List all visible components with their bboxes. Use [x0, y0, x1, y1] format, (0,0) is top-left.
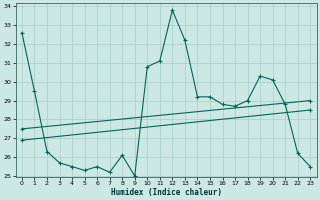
X-axis label: Humidex (Indice chaleur): Humidex (Indice chaleur) — [111, 188, 221, 197]
